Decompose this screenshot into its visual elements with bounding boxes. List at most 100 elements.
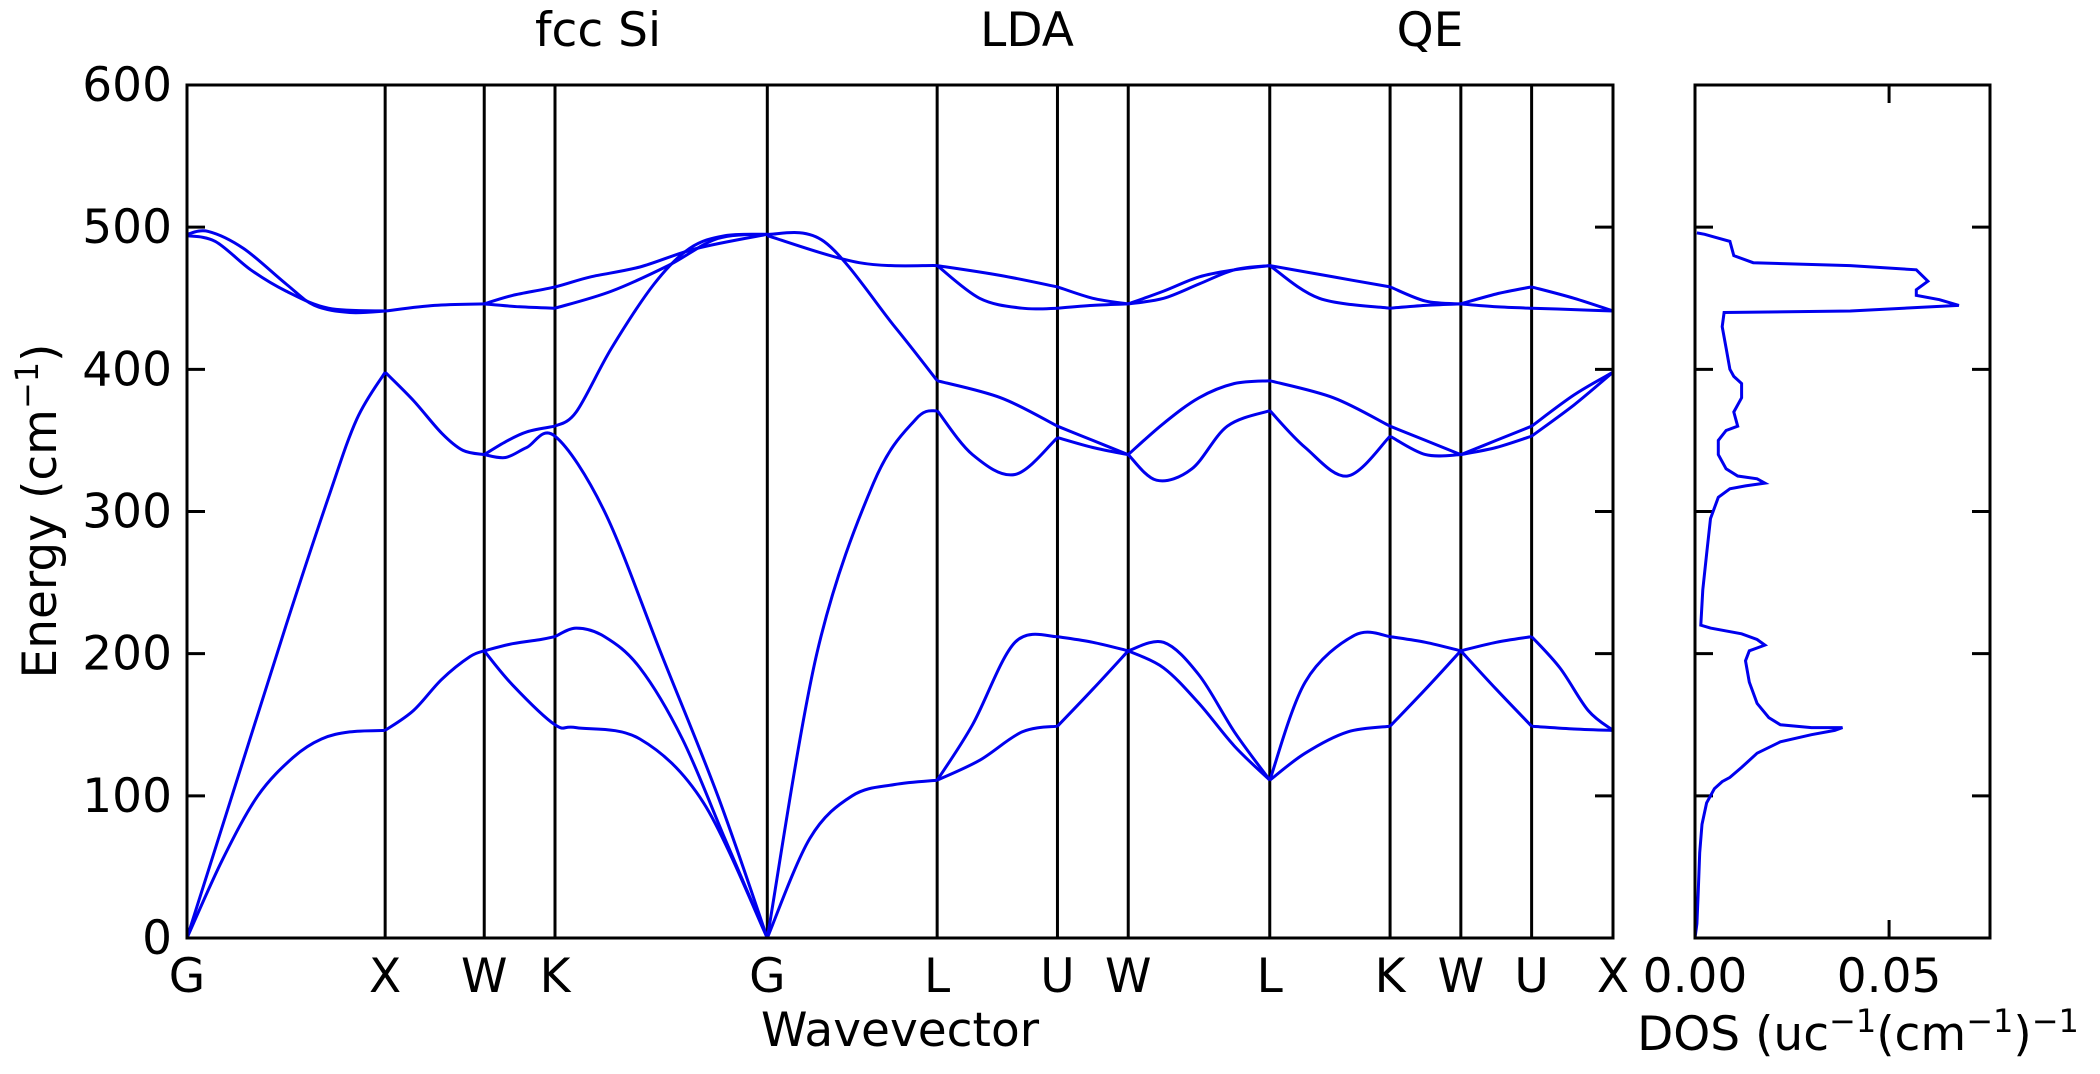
band-line-43 [1269, 264, 1391, 289]
x-tick-label: W [1105, 949, 1151, 1004]
band-line-3 [554, 626, 769, 939]
band-line-27 [1057, 635, 1129, 653]
band-line-17 [765, 409, 938, 939]
band-line-54 [1460, 302, 1532, 310]
band-line-52 [1460, 434, 1533, 457]
dos-x-tick-label: 0.00 [1643, 949, 1748, 1004]
band-line-25 [936, 264, 1058, 289]
band-line-10 [484, 302, 556, 310]
x-tick-label: K [1375, 949, 1407, 1004]
dos-title-a: DOS (uc [1637, 1007, 1829, 1062]
band-y-ticks: 0 100 200 300 400 500 600 [82, 58, 1990, 966]
y-tick-label: 400 [82, 342, 172, 397]
band-y-axis-title: Energy (cm−1) [8, 344, 68, 679]
band-line-16 [765, 778, 938, 939]
title-part-3: QE [1397, 3, 1464, 58]
title-part-2: LDA [980, 3, 1074, 58]
x-tick-label: K [540, 949, 572, 1004]
band-line-61 [1531, 285, 1614, 313]
band-line-49 [1389, 285, 1461, 306]
x-tick-label: L [1257, 949, 1283, 1004]
band-line-29 [1056, 424, 1129, 456]
dos-plot-frame [1693, 83, 1992, 940]
band-line-33 [1127, 649, 1271, 782]
x-tick-label: X [369, 949, 401, 1004]
band-line-19 [766, 234, 938, 268]
band-line-60 [1531, 306, 1614, 313]
band-line-36 [1127, 264, 1270, 306]
band-line-37 [1127, 264, 1270, 306]
x-tick-label: U [1514, 949, 1548, 1004]
dos-x-tick-label: 0.05 [1837, 949, 1942, 1004]
title-part-1: fcc Si [535, 3, 661, 58]
band-line-11 [554, 232, 768, 310]
band-line-57 [1530, 635, 1614, 732]
band-line-12 [186, 234, 386, 313]
band-line-58 [1530, 371, 1614, 438]
band-line-35 [1127, 379, 1270, 456]
band-line-42 [1268, 264, 1391, 310]
band-line-0 [185, 728, 386, 939]
band-line-9 [385, 302, 485, 313]
band-line-45 [1389, 635, 1462, 653]
band-line-38 [1268, 724, 1391, 782]
band-line-51 [1460, 635, 1532, 653]
band-line-1 [384, 649, 485, 732]
y-tick-label: 500 [82, 200, 172, 255]
band-line-44 [1389, 649, 1462, 728]
band-line-46 [1389, 434, 1461, 458]
band-line-28 [1057, 436, 1129, 457]
band-line-22 [936, 409, 1059, 477]
band-line-7 [554, 232, 768, 428]
x-tick-label: W [461, 949, 507, 1004]
x-tick-label: G [169, 949, 205, 1004]
band-line-47 [1389, 424, 1462, 456]
band-line-5 [384, 371, 485, 457]
x-tick-label: X [1597, 949, 1629, 1004]
band-line-59 [1530, 370, 1614, 428]
dos-title-b: (cm [1876, 1007, 1966, 1062]
dos-title-c: ) [2013, 1007, 2031, 1062]
band-line-23 [936, 379, 1059, 428]
y-title-prefix: Energy (cm [13, 409, 68, 678]
band-line-21 [935, 632, 1058, 782]
band-line-41 [1269, 379, 1391, 428]
band-line-26 [1056, 649, 1130, 728]
band-line-8 [186, 229, 386, 315]
band-line-15 [483, 649, 769, 939]
band-line-56 [1531, 724, 1614, 732]
y-tick-label: 0 [142, 911, 172, 966]
y-tick-label: 600 [82, 58, 172, 113]
band-line-50 [1459, 649, 1533, 728]
band-line-30 [1057, 302, 1129, 310]
high-symmetry-lines [383, 85, 1534, 938]
dos-ticks [1693, 85, 1891, 938]
x-tick-label: G [749, 949, 785, 1004]
band-line-24 [936, 264, 1058, 311]
band-line-32 [1127, 639, 1272, 782]
dos-title-sup2: −1 [1966, 1002, 2013, 1040]
band-line-39 [1268, 630, 1391, 781]
band-line-14 [483, 431, 769, 939]
band-line-20 [936, 724, 1058, 782]
dos-title-sup1: −1 [1829, 1002, 1876, 1040]
dos-x-axis-title: DOS (uc−1(cm−1)−1 [1637, 1002, 2079, 1062]
dos-title-sup3: −1 [2032, 1002, 2079, 1040]
band-line-40 [1268, 409, 1392, 478]
band-line-53 [1460, 424, 1533, 456]
band-line-34 [1127, 409, 1271, 483]
x-tick-label: L [924, 949, 950, 1004]
y-title-sup: −1 [8, 362, 46, 409]
band-line-31 [1057, 285, 1129, 306]
y-tick-label: 100 [82, 769, 172, 824]
y-tick-label: 300 [82, 485, 172, 540]
dos-curve [1693, 231, 1960, 939]
x-tick-label: U [1040, 949, 1074, 1004]
band-plot-frame [185, 83, 1615, 940]
band-curves [185, 229, 1614, 939]
band-line-6 [483, 424, 556, 456]
dos-x-tick-labels: 0.00 0.05 [1643, 949, 1942, 1004]
